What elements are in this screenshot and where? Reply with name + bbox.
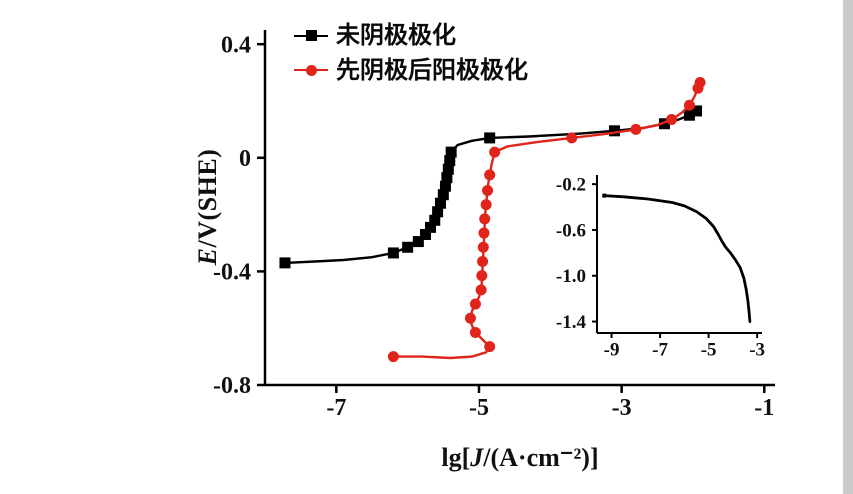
main-axes-ytick-label: -0.8 — [213, 373, 251, 399]
inset-axes: -0.2 -0.6 -1.0 -1.4 -9 -7 -5 -3 — [556, 175, 765, 361]
legend-label-cathodic-then-anodic: 先阴极后阳极极化 — [336, 55, 528, 84]
square-marker-icon — [305, 30, 317, 42]
main-series-0 — [279, 105, 703, 269]
main-axes-ytick-label: 0 — [239, 146, 251, 172]
main-axes-xtick-label: -5 — [469, 395, 489, 421]
scan-edge-artifact — [843, 0, 853, 494]
inset-axes-ytick-label: -0.2 — [556, 175, 586, 196]
inset-axes-ytick-label: -0.6 — [556, 220, 586, 241]
main-axes-xtick-label: -1 — [754, 395, 774, 421]
circle-marker-icon — [305, 64, 317, 76]
x-axis-label: lg[J/(A·cm⁻²)] — [441, 443, 598, 473]
legend-item-uncathodized: 未阴极极化 — [294, 21, 528, 50]
y-axis-label: E/V(SHE) — [193, 149, 223, 266]
legend-swatch-black — [294, 30, 328, 42]
inset-axes-xtick-label: -9 — [604, 339, 620, 360]
legend-item-cathodic-then-anodic: 先阴极后阳极极化 — [294, 55, 528, 85]
main-axes-ytick-label: -0.4 — [213, 260, 251, 286]
inset-axes-ytick-label: -1.0 — [556, 266, 586, 287]
x-axis-label-part: lg[ — [441, 443, 471, 472]
main-axes-xtick-label: -7 — [326, 395, 346, 421]
chart-legend: 未阴极极化 先阴极后阳极极化 — [294, 21, 528, 85]
inset-axes-xtick-label: -3 — [749, 339, 765, 360]
inset-axes-ytick-label: -1.4 — [556, 312, 587, 333]
main-series-1 — [387, 77, 706, 363]
main-axes-xtick-label: -3 — [612, 395, 632, 421]
main-axes: 0.4 0 -0.4 -0.8 -7 -5 -3 -1 — [213, 30, 775, 421]
x-axis-label-part: J — [470, 443, 484, 472]
legend-swatch-red — [294, 64, 328, 76]
y-axis-label-part: E — [193, 247, 222, 266]
inset-axes-xtick-label: -5 — [701, 339, 717, 360]
main-axes-ytick-label: 0.4 — [221, 32, 251, 58]
inset-axes-xtick-label: -7 — [652, 339, 668, 360]
legend-label-uncathodized: 未阴极极化 — [336, 21, 456, 49]
inset-series-0 — [602, 193, 752, 324]
x-axis-label-part: /(A·cm⁻²)] — [483, 443, 599, 472]
y-axis-label-part: /V(SHE) — [193, 148, 222, 248]
